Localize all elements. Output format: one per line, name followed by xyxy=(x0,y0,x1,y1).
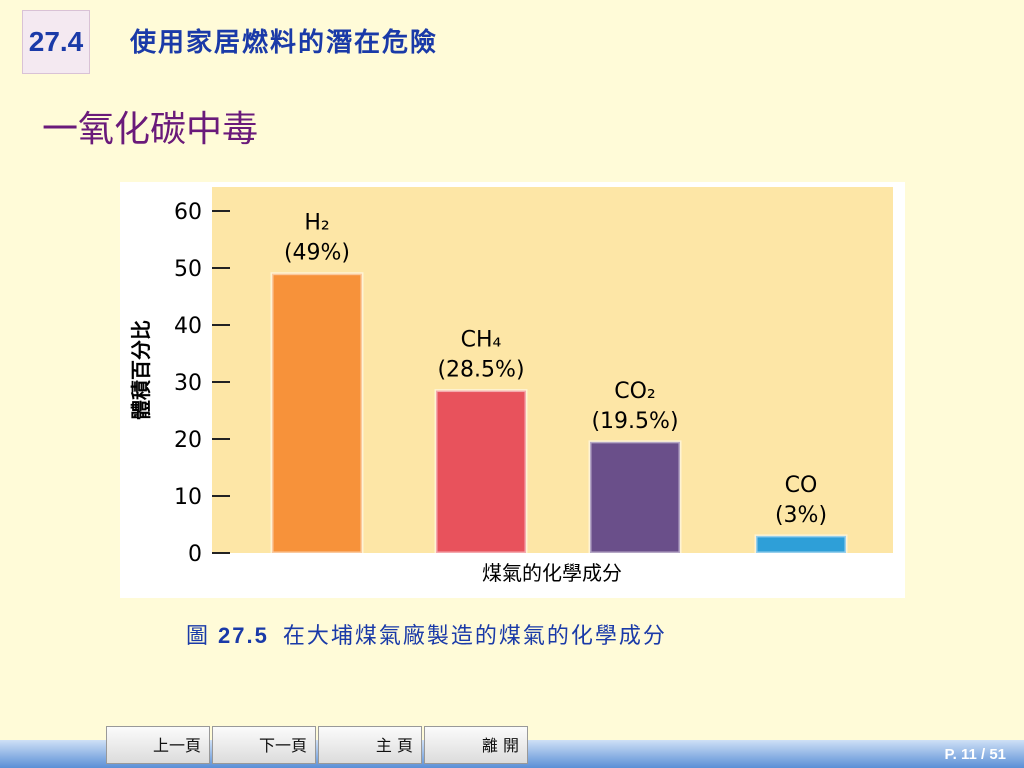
nav-bar: 上一頁 下一頁 主 頁 離 開 xyxy=(106,726,528,764)
page-number: P. 11 / 51 xyxy=(944,746,1006,763)
y-tick-label: 40 xyxy=(174,314,202,339)
caption-label: 圖 xyxy=(186,624,211,649)
exit-button[interactable]: 離 開 xyxy=(424,726,528,764)
figure-caption: 圖 27.5 在大埔煤氣廠製造的煤氣的化學成分 xyxy=(186,618,667,650)
category-label: CO xyxy=(785,473,818,498)
bar xyxy=(588,440,682,555)
value-label: (28.5%) xyxy=(437,358,524,383)
y-tick-label: 50 xyxy=(174,257,202,282)
value-label: (3%) xyxy=(775,503,827,528)
bar xyxy=(270,272,364,555)
y-tick-label: 30 xyxy=(174,371,202,396)
y-tick-label: 10 xyxy=(174,485,202,510)
y-axis-label: 體積百分比 xyxy=(129,320,153,420)
category-label: H₂ xyxy=(304,211,329,236)
caption-text: 在大埔煤氣廠製造的煤氣的化學成分 xyxy=(282,624,667,649)
prev-button[interactable]: 上一頁 xyxy=(106,726,210,764)
value-label: (19.5%) xyxy=(591,409,678,434)
slide-subtitle: 一氧化碳中毒 xyxy=(42,109,259,150)
category-label: CH₄ xyxy=(461,328,502,353)
y-tick-label: 20 xyxy=(174,428,202,453)
caption-number: 27.5 xyxy=(218,623,269,648)
chart: 體積百分比 煤氣的化學成分 0 10 20 30 40 50 60 (49%) H₂ (28.5%… xyxy=(120,182,905,598)
x-axis-label: 煤氣的化學成分 xyxy=(482,561,622,585)
y-tick-label: 60 xyxy=(174,200,202,225)
y-tick-label: 0 xyxy=(188,542,202,567)
bar xyxy=(434,389,528,555)
value-label: (49%) xyxy=(284,241,350,266)
category-label: CO₂ xyxy=(614,379,656,404)
slide-title: 使用家居燃料的潛在危險 xyxy=(130,28,439,58)
home-button[interactable]: 主 頁 xyxy=(318,726,422,764)
next-button[interactable]: 下一頁 xyxy=(212,726,316,764)
bar xyxy=(754,534,848,555)
section-badge: 27.4 xyxy=(22,10,90,74)
